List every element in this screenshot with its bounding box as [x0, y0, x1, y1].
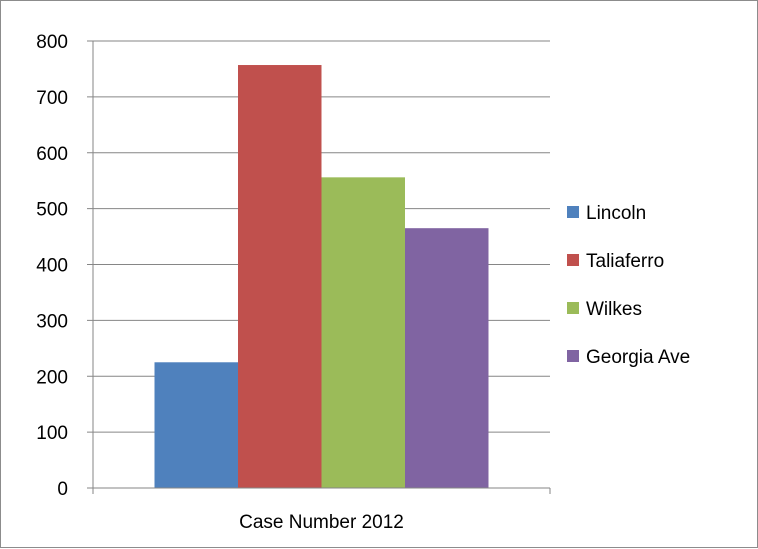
y-tick-label: 400 — [36, 256, 68, 277]
y-tick-label: 600 — [36, 144, 68, 165]
bar-lincoln — [154, 362, 238, 488]
y-tick-label: 300 — [36, 311, 68, 332]
bar-georgia-ave — [405, 228, 489, 488]
axes — [87, 40, 551, 494]
legend-swatch — [567, 350, 579, 362]
legend-swatch — [567, 302, 579, 314]
bar-wilkes — [321, 177, 405, 488]
legend-label: Taliaferro — [586, 251, 664, 272]
y-tick-label: 100 — [36, 423, 68, 444]
y-tick-label: 700 — [36, 88, 68, 109]
legend-label: Wilkes — [586, 299, 642, 320]
bar-taliaferro — [238, 65, 322, 489]
x-category-label: Case Number 2012 — [239, 512, 404, 533]
legend-label: Lincoln — [586, 203, 646, 224]
y-tick-labels: 0 100 200 300 400 500 600 700 800 — [36, 32, 68, 500]
y-tick-label: 800 — [36, 32, 68, 53]
y-tick-label: 500 — [36, 200, 68, 221]
legend: Lincoln Taliaferro Wilkes Georgia Ave — [567, 203, 690, 368]
bars — [154, 65, 489, 489]
x-category-labels: Case Number 2012 — [239, 512, 404, 533]
legend-swatch — [567, 206, 579, 218]
y-tick-label: 200 — [36, 367, 68, 388]
y-tick-label: 0 — [57, 479, 68, 500]
legend-swatch — [567, 254, 579, 266]
legend-label: Georgia Ave — [586, 347, 690, 368]
